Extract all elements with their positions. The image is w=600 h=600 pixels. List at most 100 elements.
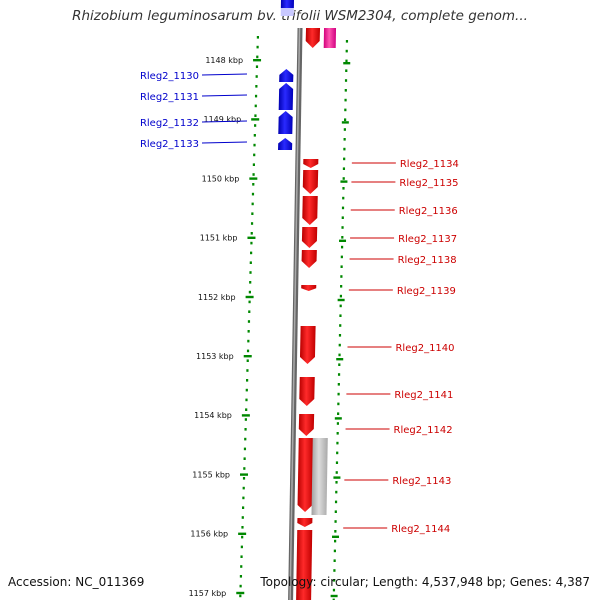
right-tick-track (330, 40, 351, 600)
tick-dot (251, 202, 254, 206)
accession-text: Accession: NC_011369 (8, 575, 145, 589)
tick-dot (246, 379, 249, 382)
tick-dot (253, 134, 256, 137)
gene-label-right[interactable]: Rleg2_1137 (398, 234, 457, 245)
tick-dot (239, 575, 243, 578)
gene-labels: Rleg2_1130 Rleg2_1131 Rleg2_1132 Rleg2_1133… (140, 71, 459, 535)
gene-feature-minus (278, 83, 294, 110)
tick-dot (334, 510, 337, 513)
tick-dot (248, 290, 251, 294)
gene-feature-plus (301, 227, 318, 248)
gene-label-right[interactable]: Rleg2_1141 (394, 390, 453, 401)
tick-dot (340, 285, 343, 288)
tick-dot (246, 349, 250, 353)
gene-label-right[interactable]: Rleg2_1140 (395, 343, 454, 354)
tick-dot (337, 373, 341, 376)
gene-feature-plus (302, 170, 319, 194)
major-tick (339, 239, 347, 242)
tick-dot (250, 222, 254, 225)
major-tick (249, 177, 258, 180)
gene-label-left[interactable]: Rleg2_1130 (140, 71, 199, 82)
tick-dot (253, 143, 256, 147)
gene-label-right[interactable]: Rleg2_1142 (394, 425, 453, 436)
tick-dot (332, 588, 336, 592)
tick-dot (244, 428, 247, 431)
tick-dot (246, 369, 249, 372)
tick-dot (334, 520, 337, 523)
tick-dot (248, 310, 251, 313)
tick-dot (248, 300, 251, 304)
tick-dot (333, 559, 336, 562)
gene-features (278, 0, 337, 600)
gene-feature-plus (301, 250, 317, 268)
tick-dot (334, 500, 338, 504)
scale-label: 1153 kbp (196, 352, 234, 361)
gene-label-right[interactable]: Rleg2_1135 (399, 178, 458, 189)
tick-dot (336, 422, 339, 425)
rna-feature (323, 28, 337, 48)
label-leader (201, 73, 248, 76)
scale-label: 1149 kbp (203, 115, 241, 124)
major-tick (336, 358, 344, 361)
gene-label-right[interactable]: Rleg2_1143 (392, 476, 451, 487)
map-title: Rhizobium leguminosarum bv. trifolii WSM… (72, 8, 528, 24)
gene-label-right[interactable]: Rleg2_1134 (400, 159, 459, 170)
gene-feature-plus (297, 438, 314, 512)
tick-dot (337, 402, 340, 406)
major-tick (241, 414, 250, 417)
major-tick (243, 355, 252, 358)
gene-feature-minus (280, 0, 294, 8)
gene-feature-minus (278, 111, 293, 134)
gene-label-right[interactable]: Rleg2_1139 (397, 286, 456, 297)
tick-dot (341, 216, 344, 219)
tick-dot (252, 173, 255, 176)
tick-dot (243, 457, 246, 460)
tick-dot (246, 359, 249, 362)
tick-dot (345, 59, 348, 63)
scale-label: 1150 kbp (202, 174, 240, 183)
tick-dot (343, 128, 346, 131)
tick-dot (242, 496, 245, 500)
scale-label: 1148 kbp (205, 56, 243, 65)
tick-dot (245, 408, 248, 411)
tick-dot (341, 236, 344, 239)
gene-label-right[interactable]: Rleg2_1136 (399, 206, 458, 217)
tick-dot (343, 138, 346, 141)
tick-dot (251, 192, 255, 196)
left-tick-track (239, 36, 260, 598)
tick-dot (239, 584, 242, 588)
tick-dot (250, 251, 253, 255)
tick-dot (254, 114, 257, 117)
tick-dot (255, 65, 259, 68)
tick-dot (240, 555, 243, 558)
gene-label-right[interactable]: Rleg2_1144 (391, 524, 450, 535)
tick-dot (253, 153, 256, 157)
tick-dot (342, 167, 346, 170)
gene-feature-plus (296, 530, 313, 600)
gene-label-left[interactable]: Rleg2_1133 (140, 139, 199, 150)
scale-label: 1154 kbp (194, 411, 232, 420)
tick-dot (344, 108, 347, 112)
major-tick (253, 59, 262, 62)
major-tick (340, 180, 348, 183)
gene-label-right[interactable]: Rleg2_1138 (398, 255, 457, 266)
tick-dot (340, 275, 343, 278)
major-tick (236, 591, 245, 595)
tick-dot (241, 506, 245, 509)
gene-label-left[interactable]: Rleg2_1131 (140, 92, 199, 103)
pseudo-feature (311, 438, 328, 515)
tick-dot (332, 598, 335, 600)
gene-label-left[interactable]: Rleg2_1132 (140, 118, 199, 129)
tick-dot (333, 579, 336, 582)
scale-label: 1151 kbp (200, 234, 238, 243)
gene-feature-minus (280, 8, 294, 16)
major-tick (245, 295, 254, 299)
tick-dot (336, 451, 339, 455)
kbp-scale: 1148 kbp 1149 kbp 1150 kbp 1151 kbp 1152 kbp… (189, 56, 262, 598)
tick-dot (338, 363, 341, 366)
tick-dot (336, 432, 339, 435)
tick-dot (252, 163, 255, 166)
gene-feature-minus (279, 69, 294, 82)
tick-dot (344, 89, 347, 92)
